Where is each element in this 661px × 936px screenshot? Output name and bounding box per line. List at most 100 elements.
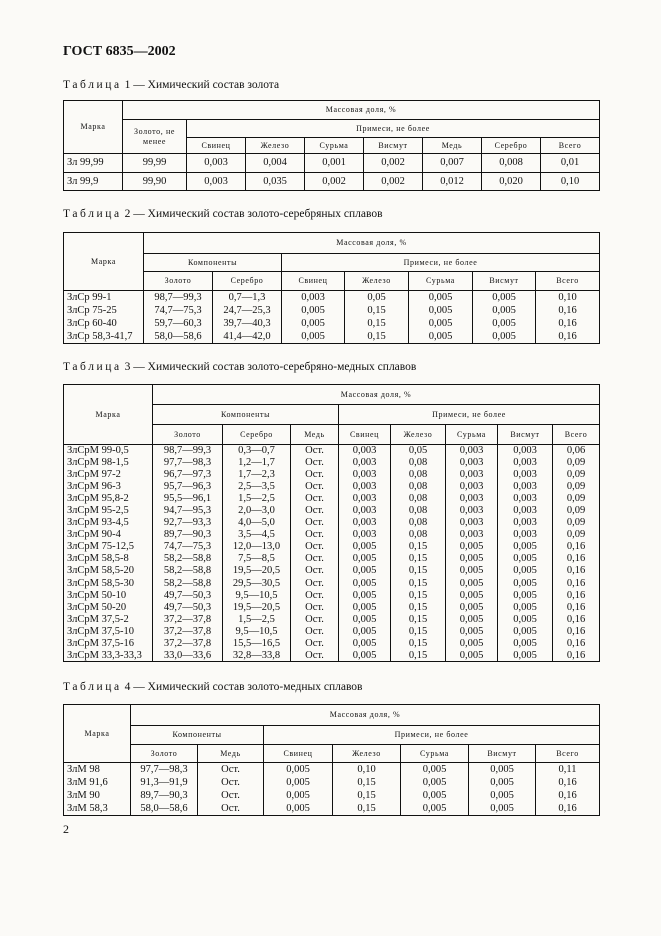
table-cell: Ост. (290, 516, 339, 529)
table-row: ЗлСрМ 90-4 89,7—90,3 3,5—4,5 Ост. 0,003 0,08 0… (63, 528, 601, 541)
table-cell: 0,09 (551, 456, 601, 469)
caption-text: — Химический состав золота (133, 79, 280, 91)
table-cell: 0,005 (445, 540, 498, 553)
table-cell: Ост. (290, 528, 339, 541)
table-cell: ЗлСр 58,3-41,7 (63, 330, 144, 345)
caption-number: 2 (124, 208, 131, 220)
table-cell: 0,005 (281, 317, 345, 331)
table-cell: 0,10 (332, 762, 401, 776)
table-row: ЗлМ 90 89,7—90,3 Ост. 0,005 0,15 0,005 0,005 0,… (63, 789, 601, 803)
table-cell: 0,003 (338, 516, 391, 529)
table-cell: 0,005 (472, 290, 536, 304)
table-cell: 0,11 (534, 762, 601, 776)
table-cell: 0,005 (338, 589, 391, 602)
table-cell: 41,4—42,0 (212, 330, 282, 345)
header-cell: Примеси, не более (185, 119, 601, 138)
table-cell: 0,16 (534, 303, 601, 317)
table-cell: Зл 99,99 (63, 153, 123, 172)
table-cell: 0,16 (551, 589, 601, 602)
table-cell: 0,005 (338, 601, 391, 614)
table-cell: ЗлСрМ 98-1,5 (63, 456, 153, 469)
header-cell: Золото (143, 271, 213, 291)
table-cell: 99,90 (122, 171, 187, 191)
table-cell: 0,012 (422, 171, 482, 191)
table-cell: 37,2—37,8 (152, 625, 223, 638)
table-cell: 58,2—58,8 (152, 577, 223, 590)
table-cell: 0,004 (245, 153, 305, 172)
header-row: Марка Массовая доля, % (63, 704, 601, 763)
table-cell: 74,7—75,3 (143, 303, 213, 317)
table-cell: 0,09 (551, 504, 601, 517)
table-cell: 29,5—30,5 (222, 577, 291, 590)
table-cell: ЗлМ 98 (63, 762, 131, 776)
table-cell: 0,003 (338, 480, 391, 493)
header-cell: Медь (290, 424, 339, 445)
table-cell: Ост. (290, 613, 339, 626)
header-cell: Марка (63, 232, 144, 291)
table-cell: 74,7—75,3 (152, 540, 223, 553)
header-cell: Всего (534, 744, 601, 763)
table-cell: 0,16 (551, 552, 601, 565)
table-cell: ЗлСрМ 33,3-33,3 (63, 649, 153, 662)
table-caption: Таблица 4 — Химический состав золото-мед… (63, 681, 363, 693)
header-cell: Сурьма (400, 744, 469, 763)
table-cell: ЗлМ 58,3 (63, 802, 131, 817)
table-cell: 7,5—8,5 (222, 552, 291, 565)
header-cell: Золото (130, 744, 198, 763)
header-cell: Висмут (497, 424, 553, 445)
table-cell: 95,5—96,1 (152, 492, 223, 505)
table-cell: 37,2—37,8 (152, 613, 223, 626)
header-cell: Примеси, не более (262, 725, 601, 745)
header-cell: Массовая доля, % (121, 100, 601, 120)
table-cell: ЗлСрМ 95-2,5 (63, 504, 153, 517)
table-cell: 32,8—33,8 (222, 649, 291, 662)
table-cell: 0,005 (497, 540, 553, 553)
header-cell: Массовая доля, % (142, 232, 601, 254)
caption-number: 3 (124, 361, 131, 373)
table-cell: ЗлСрМ 96-3 (63, 480, 153, 493)
table-cell: ЗлСрМ 58,5-20 (63, 564, 153, 578)
table-header: Марка Массовая доля, % Компоненты Примеси, … (63, 704, 601, 763)
table-cell: 0,005 (468, 789, 536, 803)
header-row: Золото, не менее Примеси, не более (64, 119, 601, 154)
table-row: ЗлСр 58,3-41,7 58,0—58,6 41,4—42,0 0,005 0,1… (63, 330, 601, 345)
table-cell: 0,005 (472, 330, 536, 345)
table-cell: 0,08 (390, 492, 446, 505)
table-cell: 4,0—5,0 (222, 516, 291, 529)
table-cell: 0,005 (400, 775, 469, 789)
table-cell: 0,005 (408, 317, 473, 331)
header-cell: Железо (344, 271, 409, 291)
table-cell: 0,16 (534, 317, 601, 331)
table-cell: 0,005 (445, 589, 498, 602)
page-number: 2 (63, 822, 69, 836)
table-cell: Ост. (197, 775, 264, 789)
table-row: Зл 99,9 99,90 0,003 0,035 0,002 0,002 0,012 0,0… (63, 171, 601, 191)
table-cell: 0,005 (263, 762, 333, 776)
table-cell: 0,003 (338, 456, 391, 469)
table-cell: 0,005 (497, 577, 553, 590)
header-cell: Марка (63, 100, 123, 154)
table-cell: 0,16 (551, 613, 601, 626)
table-cell: ЗлМ 90 (63, 789, 131, 803)
table-cell: 97,7—98,3 (130, 762, 198, 776)
table-row: ЗлСрМ 50-10 49,7—50,3 9,5—10,5 Ост. 0,005 0,1… (63, 589, 601, 602)
table-cell: 0,16 (551, 637, 601, 650)
table-cell: 0,10 (534, 290, 601, 304)
table-cell: Ост. (197, 802, 264, 817)
header-row: Компоненты Примеси, не более (64, 253, 601, 272)
table-cell: Ост. (290, 480, 339, 493)
table-cell: 0,005 (445, 552, 498, 565)
table-cell: 0,003 (445, 504, 498, 517)
table-cell: 39,7—40,3 (212, 317, 282, 331)
table-cell: 0,005 (263, 789, 333, 803)
header-cell: Массовая доля, % (129, 704, 601, 726)
table-row: ЗлМ 98 97,7—98,3 Ост. 0,005 0,10 0,005 0,005 0,… (63, 762, 601, 776)
table-cell: 0,005 (445, 613, 498, 626)
table-cell: Зл 99,9 (63, 171, 123, 191)
table-cell: 0,7—1,3 (212, 290, 282, 304)
table-cell: 12,0—13,0 (222, 540, 291, 553)
table-header: Марка Массовая доля, % Компоненты Примеси, … (63, 232, 601, 291)
table-cell: Ост. (290, 504, 339, 517)
table-cell: Ост. (290, 540, 339, 553)
header-row: Свинец Железо Сурьма Висмут Медь Серебро Всего (64, 137, 601, 154)
